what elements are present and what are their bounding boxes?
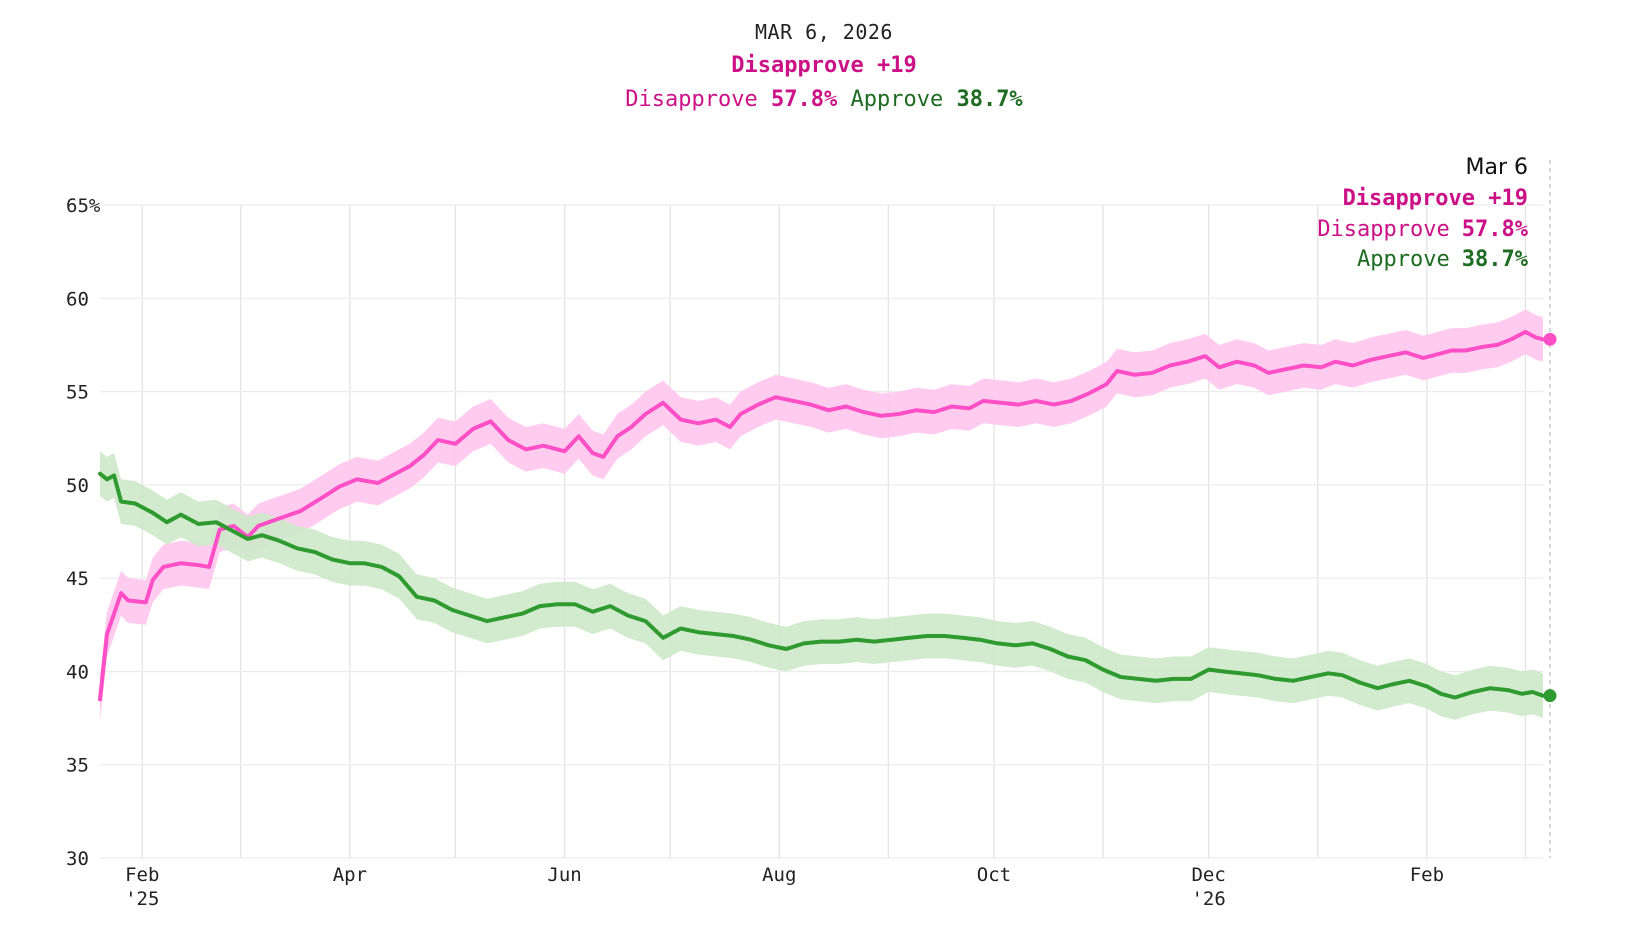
header-approve-value: 38.7% [956, 87, 1023, 112]
uncertainty-bands [100, 309, 1543, 722]
header-disapprove-label: Disapprove [625, 87, 758, 112]
x-tick-label: Oct [977, 864, 1011, 886]
header-disapprove-value: 57.8% [771, 87, 838, 112]
x-tick-label: Feb [125, 864, 159, 886]
header-date: MAR 6, 2026 [755, 20, 893, 44]
approve-end-marker [1543, 689, 1557, 703]
header-net-margin: Disapprove +19 [731, 53, 917, 78]
x-tick-label: Aug [762, 864, 796, 886]
tooltip-disapprove-value: 57.8% [1462, 217, 1529, 242]
tooltip-date: Mar 6 [1466, 155, 1529, 180]
x-tick-label: Feb [1410, 864, 1444, 886]
y-tick-label: 35 [66, 755, 89, 777]
tooltip-disapprove-label: Disapprove [1317, 217, 1449, 242]
y-tick-label: 45 [66, 568, 89, 590]
header-approve-label: Approve [850, 87, 944, 112]
header-values: Disapprove 57.8% Approve 38.7% [0, 84, 1648, 116]
y-tick-label: 65% [66, 195, 101, 217]
y-tick-label: 50 [66, 475, 89, 497]
tooltip-net-margin: Disapprove +19 [1343, 186, 1528, 211]
y-tick-label: 40 [66, 661, 89, 683]
y-tick-label: 55 [66, 382, 89, 404]
x-tick-label: Apr [333, 864, 367, 886]
x-tick-label: Jun [547, 864, 581, 886]
y-tick-label: 30 [66, 848, 89, 870]
tooltip-approve-value: 38.7% [1462, 247, 1529, 272]
x-tick-sublabel: '26 [1191, 888, 1225, 910]
approve-band [100, 451, 1543, 720]
tooltip-disapprove: Disapprove 57.8% [1317, 217, 1528, 242]
chart-header: MAR 6, 2026 Disapprove +19 Disapprove 57… [0, 18, 1648, 116]
tooltip-approve-label: Approve [1357, 247, 1450, 272]
x-tick-sublabel: '25 [125, 888, 159, 910]
y-axis: 65% 60 55 50 45 40 35 30 [66, 195, 101, 870]
disapprove-band [100, 309, 1543, 722]
disapprove-end-marker [1543, 332, 1557, 346]
x-tick-label: Dec [1191, 864, 1225, 886]
approve-line [98, 471, 1545, 700]
end-markers [1543, 332, 1557, 703]
disapprove-line [98, 329, 1545, 702]
tooltip-approve: Approve 38.7% [1357, 247, 1529, 272]
y-tick-label: 60 [66, 288, 89, 310]
hover-tooltip: Mar 6 Disapprove +19 Disapprove 57.8% App… [1317, 155, 1528, 272]
series-lines [98, 329, 1545, 702]
